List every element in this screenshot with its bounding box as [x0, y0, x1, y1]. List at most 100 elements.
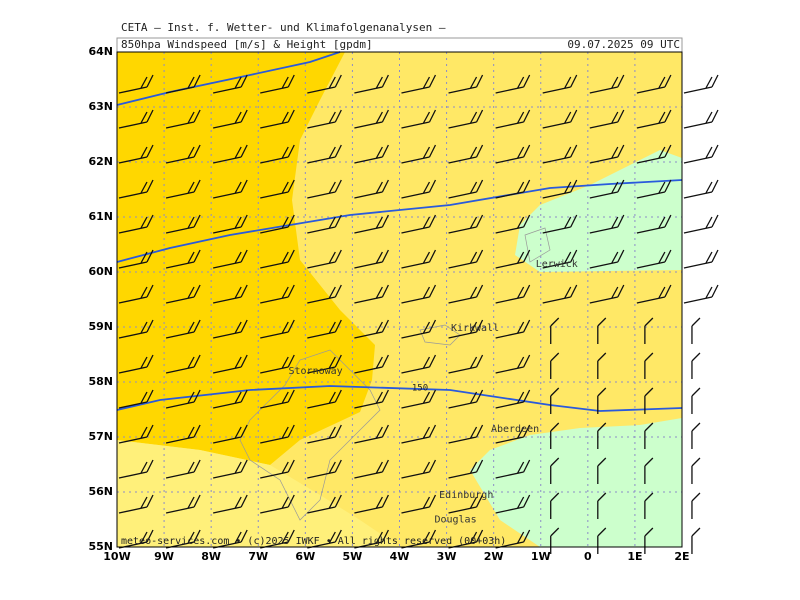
wind-barb: [260, 284, 295, 304]
wind-barb: [636, 284, 672, 304]
wind-barb: [401, 424, 437, 444]
wind-barb: [542, 144, 578, 164]
wind-barb: [644, 317, 654, 344]
field-calm: [515, 150, 682, 272]
wind-barb: [495, 494, 531, 514]
wind-barb: [260, 494, 295, 514]
wind-barb: [354, 389, 389, 409]
wind-barb: [118, 494, 154, 514]
wind-barb: [644, 422, 654, 449]
wind-barb: [644, 527, 654, 554]
wind-barb: [401, 389, 437, 409]
wind-barb: [260, 389, 295, 409]
wind-barb: [401, 109, 437, 129]
wind-barb: [354, 74, 389, 94]
wind-barb: [165, 214, 201, 234]
wind-barb: [691, 527, 701, 554]
wind-barb: [448, 284, 484, 304]
wind-barb: [118, 144, 154, 164]
wind-barb: [213, 144, 248, 164]
wind-barb: [165, 144, 201, 164]
wind-barb: [118, 284, 154, 304]
wind-barb: [401, 179, 437, 199]
wind-barb: [448, 179, 484, 199]
wind-barb: [354, 459, 389, 479]
wind-barb: [260, 249, 295, 269]
wind-barb: [644, 387, 654, 414]
wind-barb: [597, 387, 607, 414]
lon-label: 6W: [295, 550, 315, 563]
lat-label: 60N: [88, 265, 113, 278]
wind-barb: [495, 319, 531, 339]
wind-barb: [542, 284, 578, 304]
lat-label: 63N: [88, 100, 113, 113]
wind-barb: [495, 424, 531, 444]
lon-label: 5W: [343, 550, 363, 563]
wind-barb: [589, 214, 625, 234]
wind-barb: [495, 74, 531, 94]
wind-barb: [550, 527, 560, 554]
wind-barb: [165, 74, 201, 94]
height-contour: [116, 385, 683, 412]
wind-barb: [448, 459, 484, 479]
wind-barb: [354, 284, 389, 304]
lat-label: 61N: [88, 210, 113, 223]
wind-barb: [165, 179, 201, 199]
wind-barb: [542, 249, 578, 269]
wind-barb: [165, 424, 201, 444]
wind-barb: [495, 249, 531, 269]
lat-label: 56N: [88, 485, 113, 498]
wind-barb: [448, 214, 484, 234]
footer: meteo-services.com • (c)2025 IWKF • All …: [121, 536, 506, 547]
wind-barb: [213, 424, 248, 444]
map-area: [116, 51, 719, 554]
wind-barb: [118, 214, 154, 234]
wind-barb: [260, 74, 295, 94]
wind-barb: [165, 319, 201, 339]
wind-barb: [550, 422, 560, 449]
wind-barb: [401, 144, 437, 164]
wind-barb: [307, 249, 342, 269]
wind-barb: [401, 74, 437, 94]
wind-barb: [597, 527, 607, 554]
wind-barb: [495, 179, 531, 199]
lon-label: 9W: [154, 550, 174, 563]
city-label: Stornoway: [289, 366, 343, 377]
wind-barb: [597, 317, 607, 344]
wind-barb: [307, 319, 342, 339]
lat-label: 64N: [88, 45, 113, 58]
wind-barb: [691, 492, 701, 519]
wind-barb: [307, 144, 342, 164]
wind-barb: [307, 424, 342, 444]
wind-barb: [597, 422, 607, 449]
wind-barb: [165, 354, 201, 374]
wind-barb: [683, 109, 719, 129]
wind-barb: [597, 352, 607, 379]
lon-label: 2W: [484, 550, 504, 563]
wind-barb: [691, 422, 701, 449]
city-label: Douglas: [434, 515, 476, 526]
wind-barb: [636, 109, 672, 129]
lon-label: 1E: [627, 550, 642, 563]
wind-barb: [165, 284, 201, 304]
wind-barb: [597, 492, 607, 519]
wind-barb: [495, 109, 531, 129]
wind-barb: [260, 179, 295, 199]
lat-label: 62N: [88, 155, 113, 168]
wind-barb: [683, 284, 719, 304]
wind-barb: [165, 389, 201, 409]
wind-barb: [589, 74, 625, 94]
lat-label: 59N: [88, 320, 113, 333]
wind-barb: [644, 492, 654, 519]
wind-barb: [260, 214, 295, 234]
map-frame: [116, 51, 683, 548]
header-line: CETA – Inst. f. Wetter- und Klimafolgena…: [121, 21, 446, 34]
wind-barb: [354, 144, 389, 164]
wind-barb: [401, 319, 437, 339]
wind-barb: [683, 74, 719, 94]
lon-label: 0: [584, 550, 592, 563]
contour-label: 150: [412, 384, 428, 394]
wind-barb: [683, 144, 719, 164]
